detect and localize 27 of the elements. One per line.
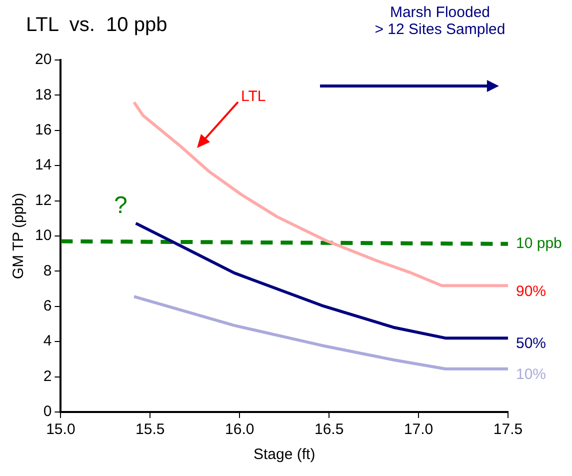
text: Marsh Flooded > 12 Sites Sampled: [374, 4, 506, 38]
y-tick-label: 4: [43, 332, 52, 350]
y-tick-label: 14: [34, 156, 52, 174]
y-tick-label: 20: [34, 51, 52, 68]
series-label: 90%: [516, 282, 546, 300]
y-tick-label: 6: [43, 298, 52, 315]
x-tick-label: 16.5: [314, 421, 344, 438]
x-tick-label: 17.0: [404, 421, 434, 438]
chart-title: LTL vs. 10 ppb: [26, 14, 168, 37]
series-label: 10%: [516, 366, 546, 384]
series-label: 50%: [516, 335, 546, 352]
y-tick-label: 12: [34, 192, 52, 209]
x-axis-title: Stage (ft): [253, 446, 316, 464]
y-axis-title: GM TP (ppb): [10, 192, 28, 280]
x-tick-label: 16.0: [225, 421, 254, 438]
y-tick-label: 0: [43, 403, 52, 420]
annotation: ?: [114, 192, 128, 220]
x-tick-label: 17.5: [493, 421, 523, 438]
y-tick-label: 18: [34, 86, 52, 104]
y-tick-label: 8: [43, 262, 52, 280]
x-tick-label: 15.0: [46, 421, 76, 438]
x-tick-label: 15.5: [136, 421, 165, 438]
annotation: LTL: [241, 88, 266, 105]
y-tick-label: 2: [43, 368, 52, 385]
series-label: 10 ppb: [516, 235, 562, 252]
y-tick-label: 10: [34, 227, 52, 244]
y-tick-label: 16: [34, 122, 52, 139]
